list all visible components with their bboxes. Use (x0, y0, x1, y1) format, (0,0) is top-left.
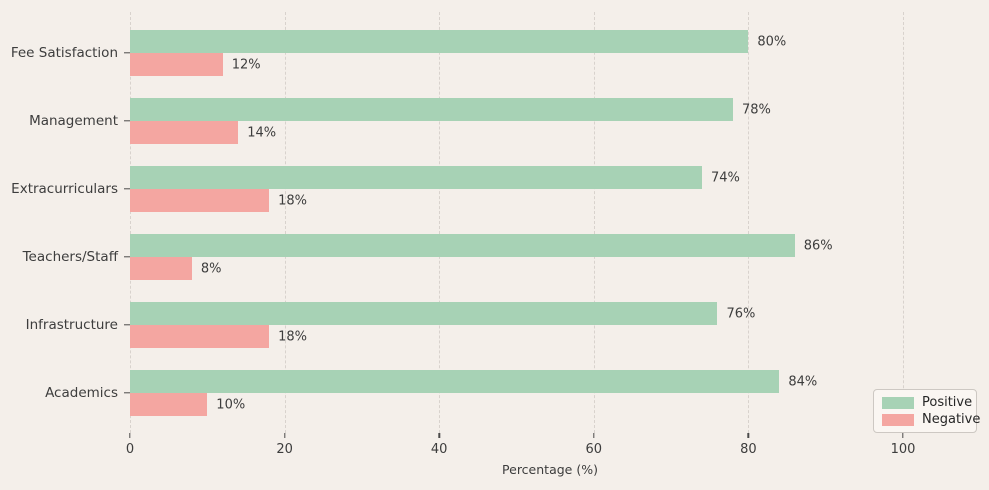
gridline-x-0 (130, 12, 131, 433)
y-category-label: Teachers/Staff (22, 249, 118, 265)
value-label-negative: 18% (278, 329, 308, 344)
x-tick-label-80: 80 (740, 442, 757, 457)
x-tick-0 (129, 433, 131, 438)
gridline-x-40 (439, 12, 441, 433)
value-label-positive: 74% (711, 170, 740, 185)
y-tick (124, 120, 130, 122)
positive-bar (130, 370, 780, 393)
value-label-positive: 86% (803, 238, 833, 253)
positive-bar (130, 98, 733, 121)
gridline-x-100 (903, 12, 904, 433)
positive-bar (130, 30, 749, 53)
x-tick-40 (438, 433, 440, 438)
legend-label-positive: Positive (922, 395, 973, 410)
x-tick-100 (902, 433, 904, 438)
x-tick-80 (747, 433, 750, 438)
y-tick (124, 392, 130, 394)
y-category-label: Academics (45, 385, 118, 401)
x-tick-20 (283, 433, 286, 438)
y-category-label: Infrastructure (25, 317, 118, 333)
y-category-label: Fee Satisfaction (10, 45, 118, 61)
y-tick (124, 188, 130, 190)
x-tick-label-60: 60 (585, 442, 603, 457)
legend: Positive Negative (873, 389, 980, 433)
x-tick-label-40: 40 (430, 442, 448, 457)
x-tick-60 (593, 433, 595, 438)
y-category-label: Management (29, 113, 118, 129)
x-tick-label-100: 100 (890, 442, 916, 457)
positive-swatch (882, 397, 914, 409)
gridline-x-20 (284, 12, 286, 433)
value-label-positive: 84% (788, 374, 818, 389)
value-label-positive: 78% (741, 102, 771, 117)
y-tick (124, 324, 130, 326)
y-category-label: Extracurriculars (11, 181, 118, 197)
negative-bar (130, 393, 208, 416)
value-label-positive: 80% (757, 34, 787, 49)
x-tick-label-20: 20 (276, 442, 293, 457)
legend-item-negative: Negative (882, 413, 980, 427)
x-tick-label-0: 0 (125, 442, 135, 457)
positive-bar (130, 302, 718, 325)
negative-swatch (882, 414, 914, 426)
negative-bar (130, 121, 239, 144)
value-label-negative: 12% (231, 57, 261, 72)
gridline-x-60 (593, 12, 595, 433)
value-label-negative: 10% (216, 397, 246, 412)
value-label-negative: 18% (278, 193, 308, 208)
value-label-negative: 14% (247, 125, 277, 140)
negative-bar (130, 325, 270, 348)
x-axis-label: Percentage (%) (502, 462, 598, 477)
negative-bar (130, 189, 270, 212)
negative-bar (130, 53, 223, 76)
value-label-negative: 8% (200, 261, 222, 276)
y-tick (124, 52, 130, 54)
positive-bar (130, 166, 703, 189)
negative-bar (130, 257, 192, 280)
positive-bar (130, 234, 795, 257)
legend-item-positive: Positive (882, 396, 972, 410)
gridline-x-80 (748, 12, 750, 433)
legend-label-negative: Negative (922, 412, 981, 427)
value-label-positive: 76% (726, 306, 756, 321)
y-tick (124, 256, 130, 258)
